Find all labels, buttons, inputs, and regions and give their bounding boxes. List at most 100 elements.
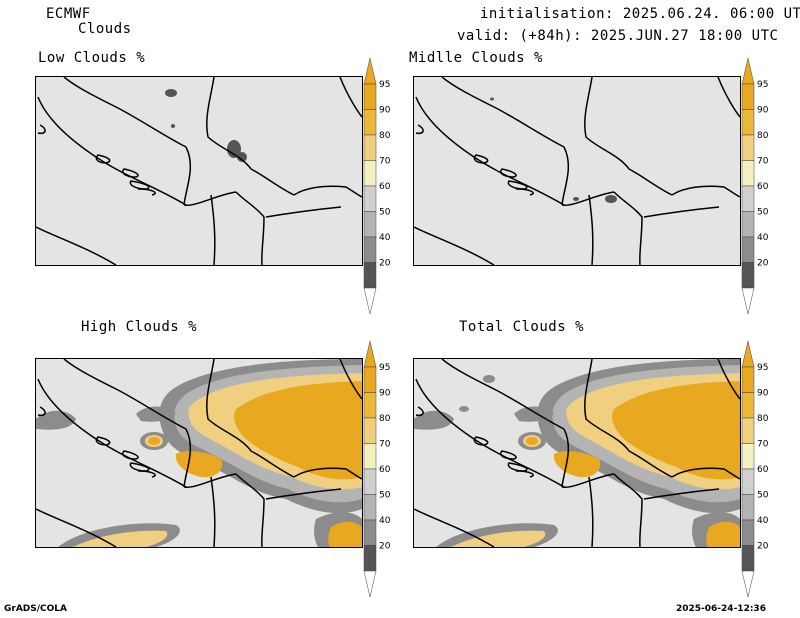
- border-line: [36, 508, 117, 547]
- border-line: [671, 185, 740, 198]
- colorbar-tick-label: 50: [757, 491, 769, 501]
- colorbar-swatch: [741, 211, 755, 238]
- border-line: [515, 470, 534, 478]
- colorbar-swatch: [363, 236, 377, 263]
- cloud-patches: [490, 97, 617, 203]
- colorbar-swatch: [363, 160, 377, 187]
- colorbar-swatch: [741, 417, 755, 444]
- border-line: [183, 146, 192, 206]
- colorbar-tick-label: 90: [379, 106, 391, 116]
- border-line: [63, 359, 187, 430]
- border-line: [588, 476, 594, 547]
- border-line: [265, 488, 342, 500]
- colorbar-tick-label: 80: [379, 414, 391, 424]
- colorbar-tick-label: 50: [757, 208, 769, 218]
- colorbar-swatch: [363, 468, 377, 495]
- map-middle-clouds: [413, 76, 741, 266]
- border-line: [137, 470, 156, 478]
- colorbar-tick-label: 40: [379, 233, 391, 243]
- initialisation-time: initialisation: 2025.06.24. 06:00 UTC: [480, 6, 800, 22]
- colorbar-tick-label: 80: [757, 414, 769, 424]
- border-line: [561, 428, 570, 488]
- border-line: [613, 473, 643, 547]
- panel-title-low-clouds: Low Clouds %: [38, 50, 146, 66]
- colorbar-tick-label: 60: [757, 465, 769, 475]
- border-line: [36, 226, 117, 265]
- valid-time: valid: (+84h): 2025.JUN.27 18:00 UTC: [457, 28, 779, 44]
- colorbar-swatch: [741, 262, 755, 289]
- map-low-clouds: [35, 76, 363, 266]
- border-line: [415, 406, 424, 417]
- colorbar-tick-label: 50: [379, 491, 391, 501]
- border-line: [671, 467, 740, 480]
- country-borders: [36, 77, 362, 265]
- colorbar-swatch: [741, 519, 755, 546]
- border-line: [414, 508, 495, 547]
- colorbar-swatch: [363, 211, 377, 238]
- border-line: [561, 191, 615, 206]
- colorbar-tick-label: 90: [757, 106, 769, 116]
- colorbar-swatch: [363, 545, 377, 572]
- colorbar-tick-label: 40: [757, 233, 769, 243]
- border-line: [265, 206, 342, 218]
- border-line: [183, 473, 237, 488]
- border-line: [95, 154, 111, 164]
- border-line: [717, 77, 740, 118]
- product-name: Clouds: [78, 21, 132, 37]
- colorbar-tick-label: 20: [757, 259, 769, 269]
- colorbar-swatch: [363, 494, 377, 521]
- panel-title-total-clouds: Total Clouds %: [459, 319, 585, 335]
- border-line: [507, 462, 528, 472]
- colorbar-tick-label: 60: [379, 465, 391, 475]
- border-line: [37, 124, 46, 135]
- cloud-patches: [165, 89, 247, 162]
- cloud-field: [36, 359, 362, 547]
- colorbar-tick-label: 90: [757, 389, 769, 399]
- border-line: [584, 77, 673, 196]
- colorbar-swatch: [363, 109, 377, 136]
- border-line: [588, 194, 594, 265]
- colorbar-swatch: [741, 160, 755, 187]
- colorbar-swatch: [741, 83, 755, 110]
- panel-title-high-clouds: High Clouds %: [81, 319, 198, 335]
- border-line: [206, 77, 295, 196]
- colorbar-swatch: [741, 494, 755, 521]
- border-line: [515, 188, 534, 196]
- colorbar-tick-label: 60: [379, 182, 391, 192]
- colorbar-middle-clouds: 95 90 80 70 60 50 40 20: [741, 57, 800, 315]
- colorbar-min-arrow: [363, 570, 377, 598]
- panel-title-middle-clouds: Midlle Clouds %: [409, 50, 543, 66]
- border-line: [122, 450, 139, 460]
- colorbar-swatch: [741, 545, 755, 572]
- colorbar-swatch: [741, 185, 755, 212]
- colorbar-swatch: [363, 519, 377, 546]
- border-line: [500, 168, 517, 178]
- colorbar-tick-label: 40: [757, 516, 769, 526]
- colorbar-tick-label: 40: [379, 516, 391, 526]
- model-name: ECMWF: [46, 6, 91, 22]
- border-line: [129, 180, 150, 190]
- colorbar-swatch: [363, 392, 377, 419]
- border-line: [415, 96, 565, 206]
- colorbar-swatch: [741, 392, 755, 419]
- colorbar-swatch: [363, 366, 377, 393]
- colorbar-tick-label: 20: [379, 542, 391, 552]
- country-borders: [414, 359, 740, 547]
- border-line: [507, 180, 528, 190]
- colorbar-tick-label: 20: [757, 542, 769, 552]
- border-line: [339, 359, 362, 400]
- colorbar-max-arrow: [363, 340, 377, 368]
- colorbar-swatch: [741, 468, 755, 495]
- colorbar-swatch: [363, 83, 377, 110]
- map-high-clouds: [35, 358, 363, 548]
- colorbar-min-arrow: [741, 287, 755, 315]
- border-line: [717, 359, 740, 400]
- map-total-clouds: [413, 358, 741, 548]
- colorbar-max-arrow: [741, 340, 755, 368]
- colorbar-tick-label: 70: [379, 440, 391, 450]
- border-line: [183, 191, 237, 206]
- colorbar-swatch: [363, 417, 377, 444]
- border-line: [129, 462, 150, 472]
- colorbar-max-arrow: [741, 57, 755, 85]
- colorbar-swatch: [363, 443, 377, 470]
